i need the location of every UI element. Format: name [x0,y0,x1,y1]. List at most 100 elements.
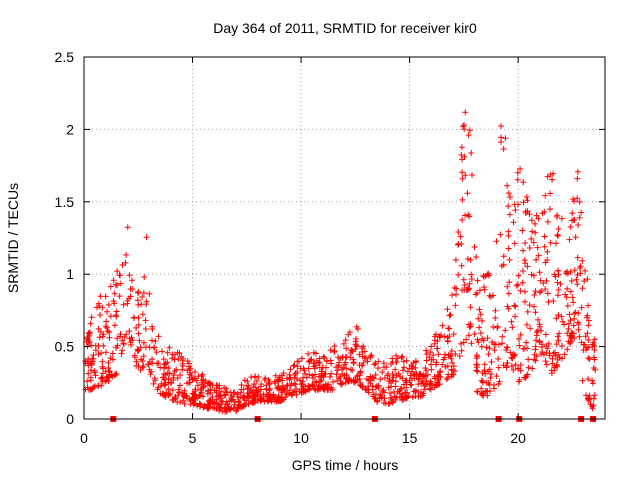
y-tick-label: 1.5 [55,194,75,210]
data-point [514,176,521,183]
data-point [449,292,456,299]
data-point [157,383,164,390]
data-point [474,353,481,360]
data-point [455,229,462,236]
data-point [517,361,524,368]
data-point [98,374,105,381]
data-point [139,364,146,371]
data-point [555,351,562,358]
data-point [153,360,160,367]
data-point [120,301,127,308]
data-point [571,315,578,322]
axis-ticks [83,56,605,420]
x-tick-labels: 0 5 10 15 20 [80,430,526,446]
data-point [450,363,457,370]
data-point [592,366,599,373]
data-point [399,353,406,360]
data-point [490,381,497,388]
data-point [477,330,484,337]
data-point [102,378,109,385]
data-point [534,244,541,251]
data-point [585,322,592,329]
data-point [184,358,191,365]
data-point [482,370,489,377]
data-point [543,361,550,368]
data-point [535,215,542,222]
data-point [124,224,131,231]
data-point [578,209,585,216]
data-point [149,325,156,332]
data-point [207,380,214,387]
data-point [379,368,386,375]
data-point [438,332,445,339]
data-point [445,325,452,332]
data-point [460,123,467,130]
data-point [85,338,92,345]
data-point [90,352,97,359]
data-point [312,371,319,378]
data-point [250,399,257,406]
data-point [105,301,112,308]
data-point [334,367,341,374]
data-point [106,334,113,341]
data-point [589,380,596,387]
data-point [350,359,357,366]
data-point [528,235,535,242]
data-point [474,336,481,343]
data-point [342,337,349,344]
data-point [105,359,112,366]
data-point [450,331,457,338]
data-point [150,380,157,387]
data-point [233,407,240,414]
data-point [567,317,574,324]
data-point [337,377,344,384]
data-point [408,382,415,389]
data-point [542,259,549,266]
data-point [217,404,224,411]
data-point [554,292,561,299]
data-point [531,356,538,363]
data-point [498,123,505,130]
data-point [461,153,468,160]
data-point [126,328,133,335]
data-point [480,392,487,399]
data-point [192,375,199,382]
data-point [476,287,483,294]
data-point [258,381,265,388]
data-point [350,360,357,367]
data-point [524,308,531,315]
data-point [160,390,167,397]
data-point [392,378,399,385]
data-point [517,331,524,338]
data-point [461,126,468,133]
y-tick-label: 2.5 [55,49,75,65]
data-point [484,388,491,395]
data-point [367,353,374,360]
data-point [428,366,435,373]
data-point [161,392,168,399]
data-point [465,211,472,218]
data-point [531,303,538,310]
data-point [140,353,147,360]
data-point [119,262,126,269]
data-point [392,366,399,373]
data-point [524,345,531,352]
data-point [353,342,360,349]
data-point [528,217,535,224]
data-point [517,287,524,294]
data-point [119,337,126,344]
data-point [192,386,199,393]
data-point [147,371,154,378]
data-point [113,370,120,377]
data-point [526,211,533,218]
data-point [196,392,203,399]
data-point [176,382,183,389]
data-point [128,277,135,284]
data-point [530,272,537,279]
data-point [585,375,592,382]
data-point [463,336,470,343]
data-point [574,319,581,326]
data-point [535,252,542,259]
data-point [526,244,533,251]
data-point [339,366,346,373]
